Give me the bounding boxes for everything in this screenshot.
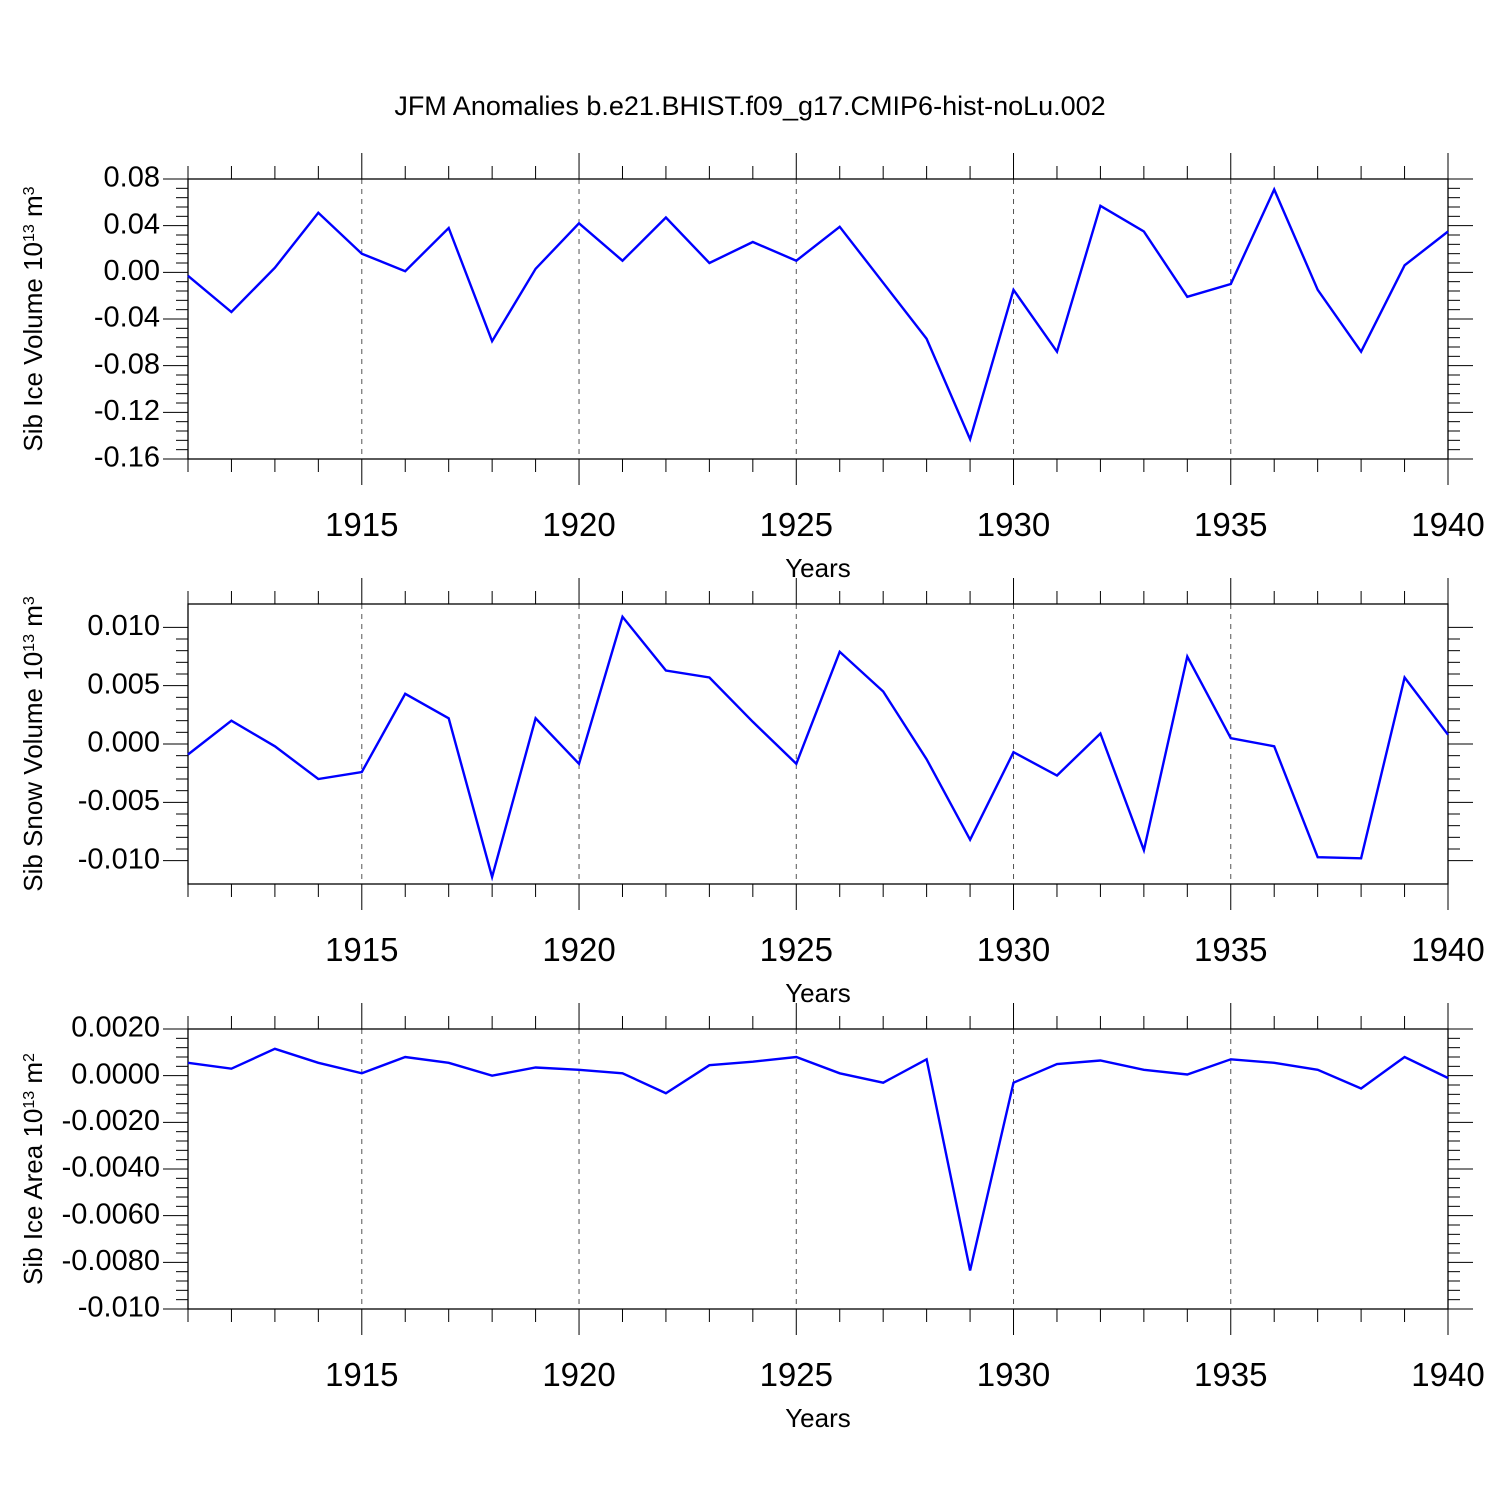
panel-3: -0.010 -0.0080 -0.0060 -0.0040 -0.0020 0.0000… <box>18 1003 1485 1433</box>
y-tick-label: 0.00 <box>104 255 160 287</box>
y-tick-label: -0.04 <box>94 302 160 334</box>
y-tick-label: 0.0000 <box>71 1058 160 1090</box>
x-tick-label: 1935 <box>1194 931 1267 968</box>
y-axis-title-text: Sib Ice Area 10 <box>18 1109 48 1285</box>
x-tick-label: 1920 <box>542 1356 615 1393</box>
x-tick-label: 1920 <box>542 506 615 543</box>
y-tick-label: -0.08 <box>94 348 160 380</box>
y-tick-label: 0.000 <box>87 727 160 759</box>
y-axis-title-superscript: 13 <box>21 634 38 652</box>
x-axis-title: Years <box>785 1403 851 1433</box>
x-tick-label: 1930 <box>977 1356 1050 1393</box>
y-tick-label: -0.010 <box>78 1292 160 1324</box>
y-tick-label: -0.0060 <box>62 1198 160 1230</box>
y-axis-title-text: Sib Ice Volume 10 <box>18 242 48 452</box>
y-axis-title: Sib Ice Area 1013 m2 <box>18 1053 48 1285</box>
panels: -0.16 -0.12 -0.08 -0.04 0.00 0.04 0.08 1915 1920… <box>18 153 1485 1433</box>
y-tick-label: 0.005 <box>87 668 160 700</box>
y-tick-label: -0.010 <box>78 843 160 875</box>
panel-1: -0.16 -0.12 -0.08 -0.04 0.00 0.04 0.08 1915 1920… <box>18 153 1485 583</box>
y-tick-label: -0.12 <box>94 395 160 427</box>
x-axis-title: Years <box>785 978 851 1008</box>
y-axis-title-superscript: 3 <box>21 186 38 195</box>
x-tick-label: 1935 <box>1194 1356 1267 1393</box>
x-tick-label: 1915 <box>325 931 398 968</box>
y-tick-label: -0.0080 <box>62 1245 160 1277</box>
y-tick-label: -0.16 <box>94 442 160 474</box>
y-axis-title-superscript: 2 <box>21 1053 38 1062</box>
y-tick-label: 0.0020 <box>71 1012 160 1044</box>
x-tick-label: 1935 <box>1194 506 1267 543</box>
x-axis-title: Years <box>785 553 851 583</box>
y-tick-label: -0.005 <box>78 785 160 817</box>
x-tick-label: 1940 <box>1411 931 1484 968</box>
x-tick-label: 1930 <box>977 506 1050 543</box>
x-tick-label: 1925 <box>760 1356 833 1393</box>
y-axis-title-superscript: 13 <box>21 224 38 242</box>
panel-2: -0.010 -0.005 0.000 0.005 0.010 1915 1920 1925 1… <box>18 578 1485 1008</box>
plot-frame <box>187 1028 1449 1310</box>
x-tick-label: 1930 <box>977 931 1050 968</box>
y-tick-label: -0.0020 <box>62 1105 160 1137</box>
y-tick-label: 0.010 <box>87 610 160 642</box>
y-axis-title: Sib Snow Volume 1013 m3 <box>18 596 48 892</box>
chart-title: JFM Anomalies b.e21.BHIST.f09_g17.CMIP6-… <box>394 91 1105 121</box>
x-tick-label: 1920 <box>542 931 615 968</box>
y-axis-title-text: m <box>18 1062 48 1091</box>
y-tick-label: 0.08 <box>104 162 160 194</box>
y-axis-title-text: m <box>18 195 48 224</box>
x-tick-label: 1915 <box>325 1356 398 1393</box>
x-tick-label: 1940 <box>1411 1356 1484 1393</box>
y-tick-label: 0.04 <box>104 208 160 240</box>
series-line <box>187 614 1449 882</box>
y-axis-title-superscript: 13 <box>21 1091 38 1109</box>
y-axis-title-text: m <box>18 605 48 634</box>
y-axis-title: Sib Ice Volume 1013 m3 <box>18 186 48 451</box>
y-axis-title-text: Sib Snow Volume 10 <box>18 652 48 892</box>
x-tick-label: 1940 <box>1411 506 1484 543</box>
series-line <box>187 186 1449 443</box>
x-tick-label: 1915 <box>325 506 398 543</box>
y-axis-title-superscript: 3 <box>21 596 38 605</box>
x-tick-label: 1925 <box>760 931 833 968</box>
series-line <box>187 1047 1449 1271</box>
y-tick-label: -0.0040 <box>62 1152 160 1184</box>
x-tick-label: 1925 <box>760 506 833 543</box>
